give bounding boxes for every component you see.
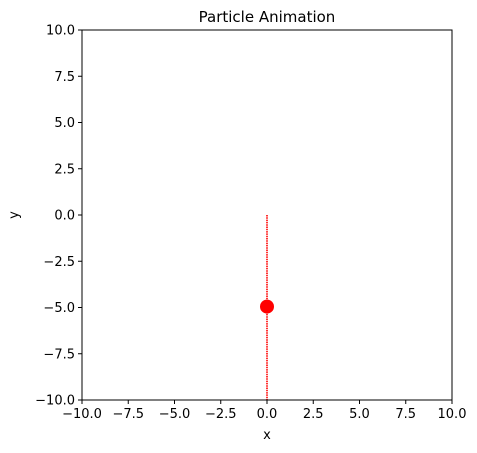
x-tick-label: 5.0 [349, 407, 370, 422]
x-tick-label: −7.5 [112, 407, 144, 422]
x-tick-label: −2.5 [205, 407, 237, 422]
particle-point [260, 299, 274, 314]
x-axis-ticks: −10.0 −7.5 −5.0 −2.5 0.0 2.5 5.0 7.5 10.0 [62, 400, 466, 422]
x-tick-label: −5.0 [159, 407, 191, 422]
y-axis-ticks: −10.0 −7.5 −5.0 −2.5 0.0 2.5 5.0 7.5 10.0 [35, 24, 82, 409]
y-tick-label: −7.5 [43, 347, 75, 362]
y-tick-label: 10.0 [46, 24, 75, 39]
x-tick-label: 7.5 [395, 407, 416, 422]
x-tick-label: 2.5 [303, 407, 324, 422]
x-tick-label: 0.0 [257, 407, 278, 422]
y-tick-label: 5.0 [54, 116, 75, 131]
x-tick-label: 10.0 [438, 407, 467, 422]
y-tick-label: 7.5 [54, 70, 75, 85]
y-tick-label: −2.5 [43, 255, 75, 270]
chart-title: Particle Animation [199, 8, 336, 26]
y-tick-label: −10.0 [35, 394, 75, 409]
x-axis-label: x [263, 428, 271, 443]
y-tick-label: 0.0 [54, 209, 75, 224]
y-axis-label: y [7, 211, 22, 219]
x-tick-label: −10.0 [62, 407, 102, 422]
data-marks [260, 215, 274, 400]
y-tick-label: −5.0 [43, 301, 75, 316]
y-tick-label: 2.5 [54, 162, 75, 177]
plot-frame [81, 29, 453, 401]
